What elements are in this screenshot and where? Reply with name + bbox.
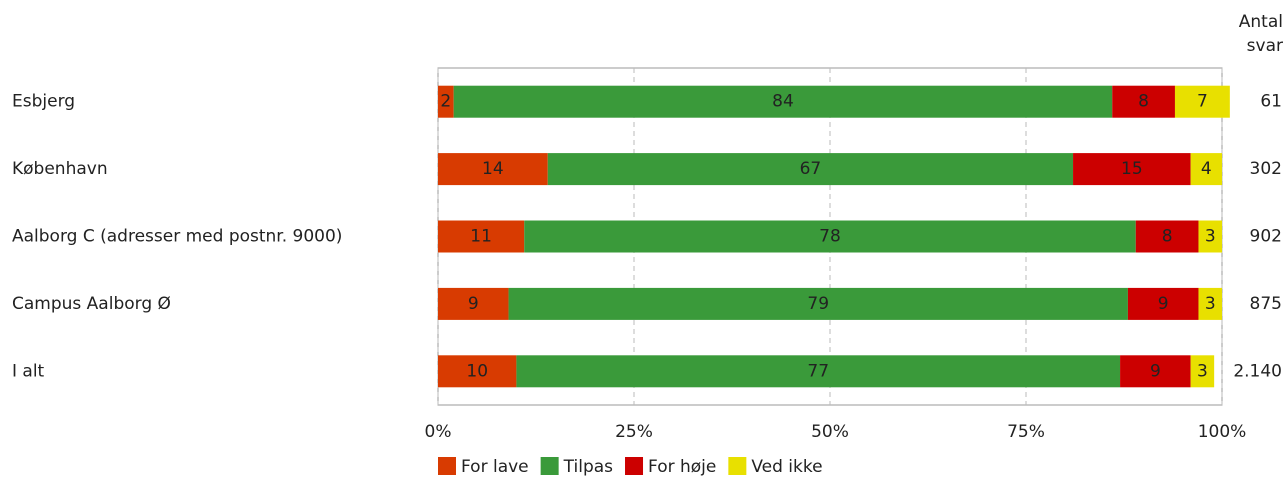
legend-label: Tilpas <box>563 457 614 477</box>
bar-segment <box>1190 153 1222 186</box>
data-label: 3 <box>1205 227 1216 247</box>
data-label: 78 <box>819 227 841 247</box>
category-label: Esbjerg <box>12 92 75 112</box>
bar-segment <box>438 153 548 186</box>
data-label: 7 <box>1197 92 1208 112</box>
answers-count: 875 <box>1250 294 1282 314</box>
bar-segment <box>438 85 454 118</box>
answers-count: 902 <box>1250 227 1282 247</box>
answers-count: 302 <box>1250 159 1282 179</box>
data-label: 14 <box>482 159 504 179</box>
x-tick-label: 100% <box>1198 422 1247 442</box>
data-label: 9 <box>1150 361 1161 381</box>
answers-count: 2.140 <box>1233 361 1282 381</box>
bar-segment <box>1174 85 1230 118</box>
bar-segment <box>1198 220 1222 253</box>
data-label: 8 <box>1162 227 1173 247</box>
legend-label: Ved ikke <box>751 457 822 477</box>
bar-segment <box>438 220 525 253</box>
bar-segment <box>516 355 1121 388</box>
x-tick-label: 50% <box>811 422 849 442</box>
bar-segment <box>547 153 1074 186</box>
bar-segment <box>1120 355 1191 388</box>
bar-segment <box>1073 153 1191 186</box>
data-label: 2 <box>440 92 451 112</box>
bar-segment <box>1112 85 1175 118</box>
data-label: 9 <box>468 294 479 314</box>
bar-segment <box>438 355 517 388</box>
bar-segment <box>524 220 1136 253</box>
category-label: Campus Aalborg Ø <box>12 294 171 314</box>
category-label: Aalborg C (adresser med postnr. 9000) <box>12 227 342 247</box>
answers-header: Antal svar <box>1238 12 1283 56</box>
data-label: 11 <box>470 227 492 247</box>
bar-segment <box>453 85 1113 118</box>
legend-swatch <box>625 457 644 475</box>
data-label: 84 <box>772 92 794 112</box>
data-label: 67 <box>800 159 822 179</box>
category-label: København <box>12 159 108 179</box>
data-label: 8 <box>1138 92 1149 112</box>
bar-segment <box>1135 220 1199 253</box>
data-label: 9 <box>1158 294 1169 314</box>
legend-swatch <box>540 457 559 475</box>
bar-segment <box>1127 287 1199 320</box>
data-label: 79 <box>807 294 829 314</box>
bar-segment <box>508 287 1128 320</box>
data-label: 3 <box>1197 361 1208 381</box>
bar-segment <box>1190 355 1215 388</box>
data-label: 4 <box>1201 159 1212 179</box>
bar-segment <box>1198 287 1222 320</box>
data-label: 3 <box>1205 294 1216 314</box>
answers-count: 61 <box>1260 92 1282 112</box>
legend-swatch <box>728 457 747 475</box>
x-tick-label: 0% <box>425 422 452 442</box>
data-label: 10 <box>466 361 488 381</box>
x-tick-label: 25% <box>615 422 653 442</box>
legend-label: For høje <box>648 457 716 477</box>
x-tick-label: 75% <box>1007 422 1045 442</box>
bar-segment <box>438 287 509 320</box>
data-label: 77 <box>807 361 829 381</box>
category-label: I alt <box>12 361 45 381</box>
legend-label: For lave <box>461 457 529 477</box>
legend-swatch <box>438 457 456 475</box>
data-label: 15 <box>1121 159 1143 179</box>
